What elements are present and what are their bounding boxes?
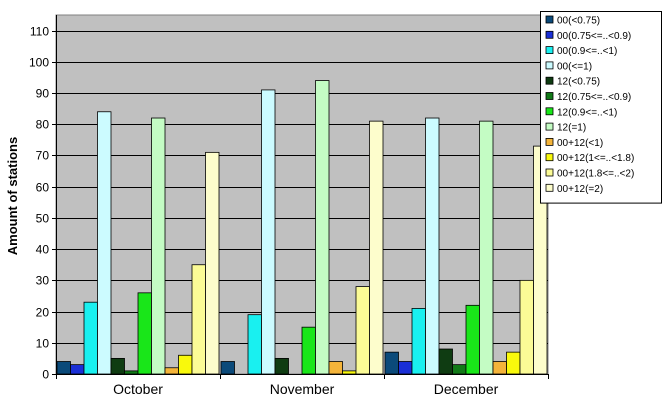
bar (137, 292, 152, 375)
bar (124, 370, 139, 375)
bar (247, 314, 262, 375)
bar (519, 279, 534, 375)
legend-swatch (545, 153, 554, 162)
y-tick-label: 70 (36, 149, 50, 163)
x-tick-label: November (270, 381, 335, 397)
legend-swatch (545, 76, 554, 85)
bar (479, 120, 494, 375)
legend-label: 00+12(<1) (557, 138, 603, 149)
y-tick-label: 110 (30, 25, 49, 39)
y-tick-label: 100 (29, 56, 49, 70)
legend-label: 12(0.9<=..<1) (557, 107, 617, 118)
y-tick-label: 50 (36, 212, 50, 226)
legend-label: 12(<0.75) (557, 77, 600, 88)
bar (369, 120, 384, 375)
bar (492, 361, 507, 375)
legend-label: 00+12(=2) (557, 184, 603, 195)
y-tick-label: 30 (36, 274, 50, 288)
bar (342, 370, 357, 375)
bar (220, 361, 235, 375)
bar (191, 264, 206, 375)
legend-swatch (545, 92, 554, 100)
y-axis-label: Amount of stations (5, 137, 20, 255)
bar (438, 348, 453, 375)
bars (56, 80, 548, 375)
bar (398, 361, 413, 375)
legend-label: 00(0.75<=..<0.9) (557, 31, 631, 42)
y-axis: 0 10 20 30 40 50 60 70 80 90 100 110 (29, 15, 57, 382)
legend-swatch (545, 46, 554, 54)
legend-swatch (545, 15, 554, 24)
legend-label: 12(0.75<=..<0.9) (557, 92, 631, 103)
bar (452, 364, 467, 375)
y-tick-label: 80 (36, 118, 50, 132)
legend-swatch (545, 107, 554, 116)
bar (328, 361, 343, 375)
bar (274, 357, 289, 375)
legend-box (540, 11, 662, 204)
y-tick-label: 60 (36, 181, 50, 195)
legend-swatch (545, 61, 554, 70)
legend-label: 00+12(1.8<=..<2) (557, 169, 634, 180)
x-tick-label: December (434, 381, 499, 397)
bar (151, 117, 166, 375)
legend-label: 00(<=1) (557, 61, 592, 72)
y-tick-label: 10 (36, 337, 50, 351)
legend-label: 00(<0.75) (557, 16, 600, 27)
y-tick-label: 20 (36, 306, 50, 320)
bar (110, 357, 125, 375)
bar (425, 117, 440, 375)
bar (56, 361, 71, 375)
legend-label: 12(=1) (557, 123, 586, 134)
legend-label: 00(0.9<=..<1) (557, 46, 617, 57)
bar (301, 326, 316, 375)
legend-swatch (545, 168, 554, 177)
legend-label: 00+12(1<=..<1.8) (557, 153, 634, 164)
legend-swatch (545, 30, 554, 39)
bar (83, 301, 98, 375)
bar (315, 80, 330, 375)
y-tick-label: 40 (36, 243, 50, 257)
bar (178, 354, 193, 375)
legend-swatch (545, 183, 554, 192)
legend-swatch (545, 122, 554, 131)
bar (506, 351, 521, 375)
legend-swatch (545, 137, 554, 146)
y-tick-label: 0 (42, 368, 49, 382)
bar (205, 151, 220, 375)
bar (465, 304, 480, 375)
x-axis: October November December (56, 374, 549, 397)
bar (164, 367, 179, 375)
bar (261, 89, 276, 375)
bar (70, 364, 85, 375)
bar (384, 351, 399, 375)
legend: 00(<0.75) 00(0.75<=..<0.9) 00(0.9<=..<1) 00… (540, 11, 662, 204)
bar (355, 286, 370, 375)
bar (411, 308, 426, 375)
x-tick-label: October (113, 381, 163, 397)
bar (97, 111, 112, 375)
y-tick-label: 90 (36, 87, 50, 101)
